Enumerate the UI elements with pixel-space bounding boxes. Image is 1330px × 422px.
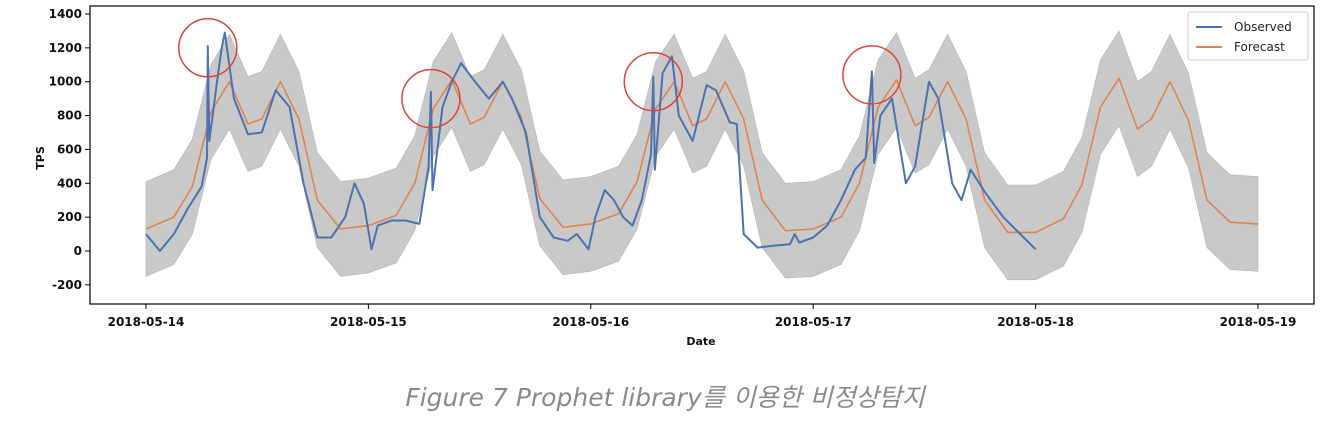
- chart: -200 0 200 400 600 800 1000 1200 1400 2018-05-14…: [34, 5, 1315, 348]
- figure-caption: Figure 7 Prophet library를 이용한 비정상탐지: [405, 383, 925, 412]
- x-tick-label: 2018-05-15: [330, 315, 407, 329]
- y-tick-label: 1000: [49, 75, 82, 89]
- legend-label-forecast: Forecast: [1234, 40, 1285, 54]
- y-tick-label: 800: [57, 109, 82, 123]
- x-axis-label: Date: [686, 335, 715, 348]
- y-tick-label: 0: [74, 244, 82, 258]
- anomaly-marker-3: [623, 51, 684, 112]
- y-axis-label: TPS: [34, 146, 47, 170]
- y-tick-label: 600: [57, 142, 82, 156]
- x-tick-label: 2018-05-17: [775, 315, 852, 329]
- y-axis: -200 0 200 400 600 800 1000 1200 1400: [49, 7, 90, 292]
- y-tick-label: 200: [57, 210, 82, 224]
- legend-label-observed: Observed: [1234, 20, 1292, 34]
- anomaly-markers: [178, 18, 902, 129]
- y-tick-label: 1200: [49, 41, 82, 55]
- anomaly-marker-2: [401, 68, 461, 129]
- y-tick-label: 1400: [49, 7, 82, 21]
- x-tick-label: 2018-05-19: [1220, 315, 1297, 329]
- x-tick-label: 2018-05-14: [108, 315, 185, 329]
- y-tick-label: -200: [52, 278, 82, 292]
- series-line-forecast: [145, 77, 1259, 234]
- legend: Observed Forecast: [1187, 11, 1309, 61]
- interval-band-area: [145, 30, 1259, 281]
- series-line-observed: [145, 31, 1037, 252]
- x-tick-label: 2018-05-18: [997, 315, 1074, 329]
- x-axis: 2018-05-14 2018-05-15 2018-05-16 2018-05-17…: [108, 304, 1297, 329]
- series-lines: [145, 31, 1259, 252]
- plot-frame: [89, 5, 1315, 305]
- anomaly-marker-1: [178, 18, 238, 78]
- anomaly-marker-4: [842, 45, 902, 105]
- forecast-interval-band: [145, 30, 1259, 281]
- y-tick-label: 400: [57, 176, 82, 190]
- x-tick-label: 2018-05-16: [552, 315, 629, 329]
